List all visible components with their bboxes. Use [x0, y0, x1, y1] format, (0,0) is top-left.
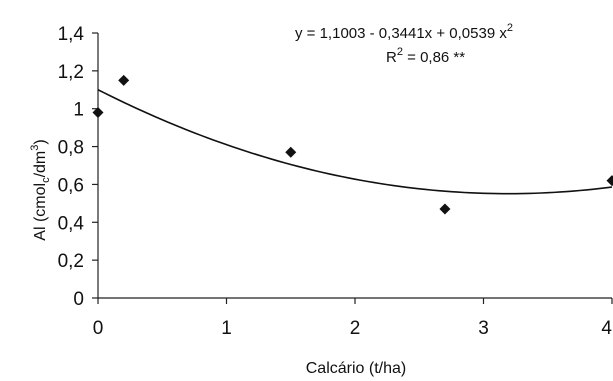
y-axis-label: Al (cmolc/dm3) — [29, 139, 52, 240]
data-point — [439, 203, 451, 215]
data-point — [285, 146, 297, 158]
r-squared-label: R2 = 0,86 ** — [386, 46, 465, 66]
x-tick-label: 4 — [601, 318, 612, 339]
y-tick-label: 1,4 — [58, 24, 85, 45]
x-axis-label: Calcário (t/ha) — [306, 360, 406, 377]
y-tick-label: 1,2 — [58, 62, 84, 83]
x-tick-label: 0 — [93, 318, 104, 339]
axes — [97, 33, 612, 299]
x-tick-label: 1 — [221, 318, 232, 339]
data-points — [92, 74, 613, 215]
x-ticks: 0 1 2 3 4 — [93, 298, 613, 339]
y-tick-label: 0,2 — [58, 251, 84, 272]
y-tick-label: 1 — [73, 100, 84, 121]
data-point — [606, 175, 613, 187]
y-tick-label: 0 — [73, 289, 84, 310]
x-tick-label: 2 — [350, 318, 361, 339]
y-tick-label: 0,4 — [58, 213, 85, 234]
y-tick-label: 0,6 — [58, 175, 84, 196]
regression-equation: y = 1,1003 - 0,3441x + 0,0539 x2 — [295, 22, 513, 42]
x-tick-label: 3 — [478, 318, 489, 339]
y-tick-label: 0,8 — [58, 138, 84, 159]
y-ticks: 0 0,2 0,4 0,6 0,8 1 1,2 1,4 — [58, 24, 98, 310]
data-point — [92, 107, 104, 118]
trendline — [97, 89, 613, 195]
data-point — [118, 74, 130, 86]
